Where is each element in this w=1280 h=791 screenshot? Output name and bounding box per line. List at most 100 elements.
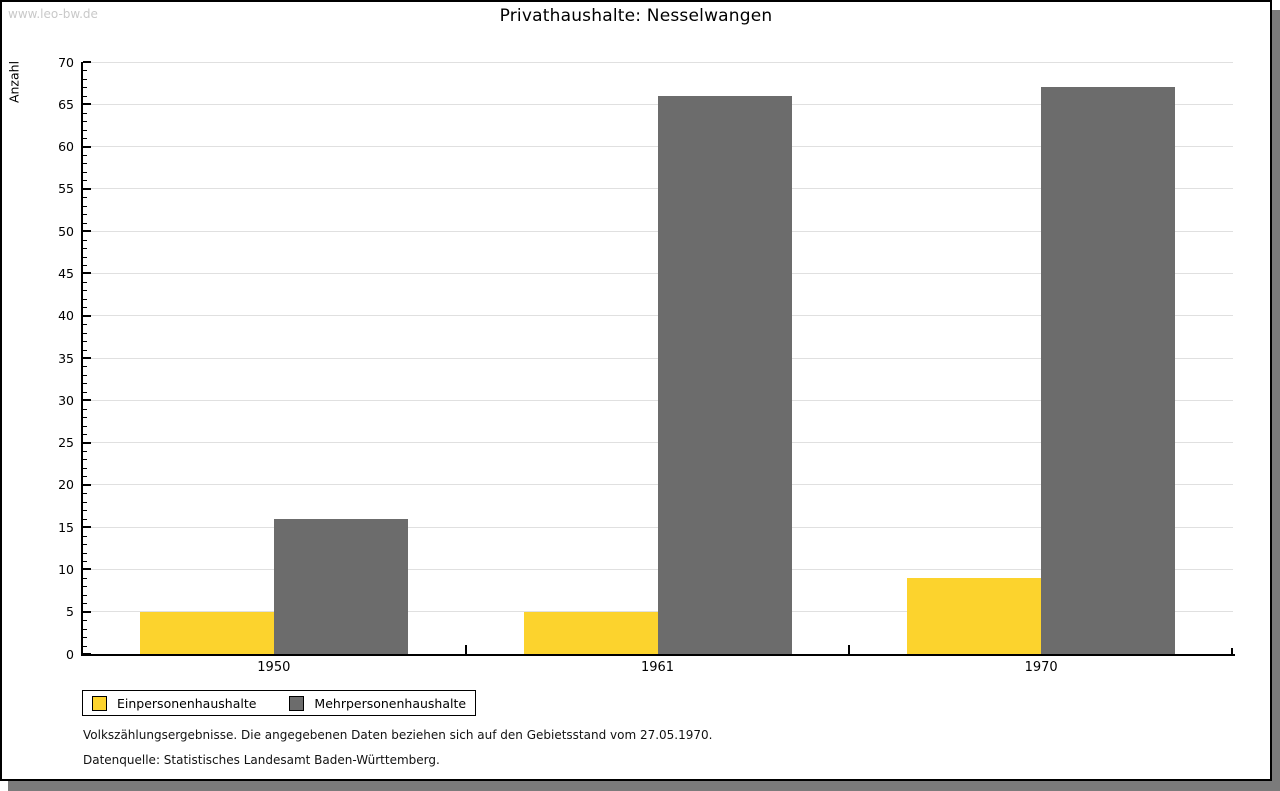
y-minor-tick [83, 264, 87, 266]
y-minor-tick [83, 603, 87, 605]
y-tick-label: 35 [58, 350, 74, 366]
y-minor-tick [83, 425, 87, 427]
y-major-tick [83, 568, 91, 571]
y-minor-tick [83, 163, 87, 165]
y-minor-tick [83, 535, 87, 537]
footnote-line-1: Volkszählungsergebnisse. Die angegebenen… [83, 728, 713, 742]
y-minor-tick [83, 70, 87, 72]
bar-1961-mehrpersonenhaushalte [657, 95, 792, 654]
y-major-tick [83, 314, 91, 317]
x-boundary-tick [848, 645, 851, 654]
y-minor-tick [83, 222, 87, 224]
y-minor-tick [83, 214, 87, 216]
y-major-tick [83, 61, 91, 63]
y-minor-tick [83, 87, 87, 89]
y-major-tick [83, 187, 91, 190]
y-minor-tick [83, 560, 87, 562]
x-tick-label-1970: 1970 [1024, 660, 1058, 675]
y-major-tick [83, 357, 91, 359]
y-major-tick [83, 145, 91, 148]
y-minor-tick [83, 459, 87, 461]
legend-item-einpersonenhaushalte: Einpersonenhaushalte [92, 695, 257, 711]
y-minor-tick [83, 510, 87, 512]
y-tick-label: 25 [58, 435, 74, 451]
y-minor-tick [83, 374, 87, 376]
y-minor-tick [83, 239, 87, 241]
y-minor-tick [83, 577, 87, 579]
x-end-tick [1231, 648, 1233, 654]
legend: Einpersonenhaushalte Mehrpersonenhaushal… [82, 690, 476, 716]
y-tick-label: 45 [58, 265, 74, 281]
y-major-tick [83, 399, 91, 402]
x-boundary-tick [464, 645, 467, 654]
y-minor-tick [83, 95, 87, 97]
y-minor-tick [83, 290, 87, 292]
y-tick-label: 60 [58, 139, 74, 155]
y-minor-tick [83, 594, 87, 596]
y-tick-label: 55 [58, 181, 74, 197]
bar-1950-einpersonenhaushalte [139, 611, 274, 654]
y-minor-tick [83, 324, 87, 326]
y-minor-tick [83, 434, 87, 436]
gridline-70 [83, 61, 1233, 63]
x-axis-line [81, 654, 1235, 656]
legend-label-einpersonenhaushalte: Einpersonenhaushalte [117, 695, 257, 711]
y-minor-tick [83, 121, 87, 123]
y-minor-tick [83, 518, 87, 520]
y-major-tick [83, 103, 91, 106]
y-minor-tick [83, 366, 87, 368]
y-minor-tick [83, 298, 87, 300]
y-tick-label: 5 [66, 604, 74, 620]
y-minor-tick [83, 467, 87, 469]
y-minor-tick [83, 155, 87, 157]
y-minor-tick [83, 417, 87, 419]
y-minor-tick [83, 493, 87, 495]
footnote-line-2: Datenquelle: Statistisches Landesamt Bad… [83, 753, 440, 767]
y-minor-tick [83, 307, 87, 309]
y-minor-tick [83, 205, 87, 207]
y-minor-tick [83, 628, 87, 630]
legend-swatch-mehrpersonenhaushalte [289, 695, 305, 711]
bar-1970-einpersonenhaushalte [907, 577, 1042, 654]
plot-area: 0 5 10 15 20 25 30 35 40 45 50 55 60 65 70 1950 1961 1970 [2, 2, 1270, 779]
y-major-tick [83, 441, 91, 444]
y-minor-tick [83, 391, 87, 393]
y-minor-tick [83, 332, 87, 334]
y-tick-label: 50 [58, 223, 74, 239]
legend-swatch-einpersonenhaushalte [92, 695, 107, 711]
y-minor-tick [83, 451, 87, 453]
y-major-tick [83, 272, 91, 275]
y-tick-label: 0 [66, 646, 74, 662]
y-minor-tick [83, 248, 87, 250]
y-major-tick [83, 610, 91, 613]
y-minor-tick [83, 637, 87, 639]
bar-1970-mehrpersonenhaushalte [1041, 87, 1176, 654]
y-minor-tick [83, 544, 87, 546]
y-minor-tick [83, 138, 87, 140]
y-major-tick [83, 526, 91, 529]
y-minor-tick [83, 256, 87, 258]
y-minor-tick [83, 197, 87, 199]
x-tick-label-1950: 1950 [257, 660, 291, 675]
y-tick-label: 70 [58, 54, 74, 70]
y-tick-label: 15 [58, 519, 74, 535]
y-major-tick [83, 230, 91, 233]
y-minor-tick [83, 383, 87, 385]
y-minor-tick [83, 349, 87, 351]
watermark: www.leo-bw.de [8, 7, 98, 21]
y-minor-tick [83, 476, 87, 478]
y-minor-tick [83, 552, 87, 554]
x-tick-label-1961: 1961 [640, 660, 675, 675]
y-minor-tick [83, 180, 87, 182]
y-minor-tick [83, 78, 87, 80]
y-minor-tick [83, 171, 87, 173]
legend-label-mehrpersonenhaushalte: Mehrpersonenhaushalte [314, 695, 467, 711]
y-tick-label: 65 [58, 96, 74, 112]
y-minor-tick [83, 620, 87, 622]
y-minor-tick [83, 586, 87, 588]
bar-1961-einpersonenhaushalte [523, 611, 658, 654]
y-axis-line [81, 62, 83, 656]
y-minor-tick [83, 408, 87, 410]
bar-1950-mehrpersonenhaushalte [273, 518, 408, 654]
